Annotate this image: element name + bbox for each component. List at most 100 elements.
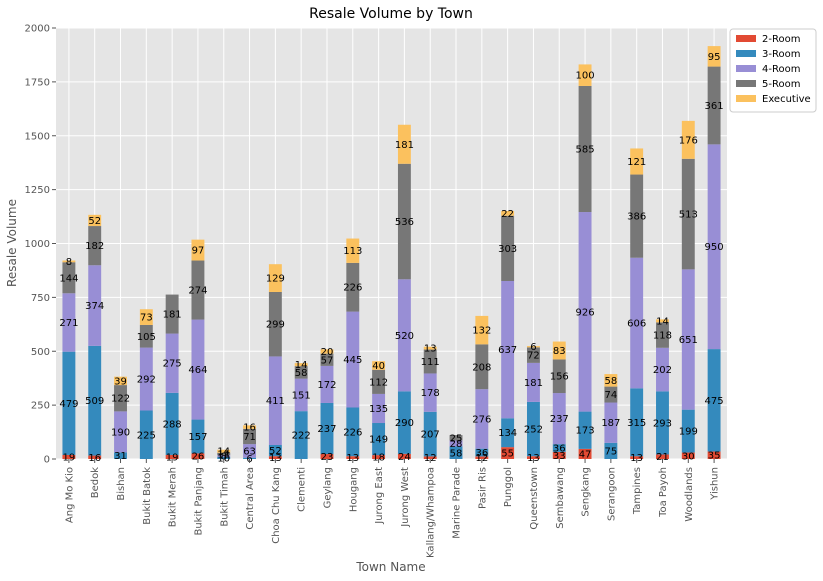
bar-segment (320, 349, 334, 354)
bar-segment (372, 455, 386, 459)
data-label: 585 (576, 145, 595, 156)
bar-segment (165, 333, 179, 393)
bar-segment (526, 346, 540, 348)
data-label: 292 (137, 375, 156, 386)
bar-segment (526, 401, 540, 457)
bar-segment (578, 411, 592, 449)
bar-segment (681, 158, 695, 270)
data-label: 288 (163, 419, 182, 430)
data-label: 16 (88, 453, 101, 464)
y-axis: 0 250 500 750 1000 1250 1500 1750 2000 (25, 24, 56, 466)
data-label: 8 (66, 257, 72, 268)
data-label: 28 (450, 439, 463, 450)
data-label: 36 (475, 448, 488, 459)
bar-segment (604, 374, 618, 387)
data-label: 13 (346, 453, 359, 464)
data-label: 22 (501, 209, 514, 220)
data-label: 513 (679, 210, 698, 221)
bar-segment (372, 393, 386, 424)
data-label: 637 (498, 345, 517, 356)
data-label: 47 (579, 449, 592, 460)
data-label: 13 (527, 453, 540, 464)
data-label: 12 (424, 453, 437, 464)
data-label: 509 (85, 396, 104, 407)
y-tick-label: 250 (31, 401, 50, 412)
bar-segment (501, 280, 515, 419)
data-label: 14 (656, 316, 669, 327)
data-label: 199 (679, 427, 698, 438)
data-label: 58 (604, 376, 617, 387)
data-label: 290 (395, 418, 414, 429)
bar-segment (191, 319, 205, 420)
y-tick-label: 0 (44, 455, 50, 466)
legend-box (729, 28, 817, 113)
data-label: 315 (627, 418, 646, 429)
bar-segment (217, 449, 231, 453)
x-tick-label: Toa Payoh (658, 467, 669, 518)
bar-segment (243, 444, 257, 458)
x-tick-label: Hougang (348, 467, 359, 512)
y-tick-label: 2000 (25, 24, 50, 35)
x-tick-label: Sembawang (555, 467, 566, 529)
x-tick-label: Jurong West (400, 467, 411, 528)
bar-segment (294, 363, 308, 367)
bar-segment (681, 269, 695, 410)
data-label: 157 (188, 432, 207, 443)
data-label: 374 (85, 301, 104, 312)
bar-segment (707, 349, 721, 452)
x-tick-label: Bukit Batok (142, 467, 153, 525)
bar-segment (320, 353, 334, 366)
data-label: 14 (217, 447, 230, 458)
bar-segment (243, 428, 257, 445)
x-tick-label: Bukit Merah (168, 467, 179, 527)
bar-segment (656, 391, 669, 455)
data-label: 178 (421, 388, 440, 399)
bar-segment (630, 148, 644, 175)
data-label: 926 (576, 307, 595, 318)
x-tick-label: Queenstown (529, 467, 540, 530)
bar-segment (707, 66, 721, 145)
bar-segment (88, 226, 102, 266)
data-label: 16 (243, 423, 256, 434)
data-label: 33 (553, 451, 566, 462)
bar-segment (268, 444, 282, 457)
bar-segment (552, 359, 566, 394)
y-tick-label: 1750 (25, 77, 50, 88)
bar-segment (114, 452, 127, 459)
data-label: 71 (243, 432, 256, 443)
data-label: 30 (682, 451, 695, 462)
bar-segment (423, 411, 437, 457)
legend-label: 4-Room (762, 64, 800, 75)
data-label: 14 (295, 360, 308, 371)
data-label: 182 (85, 241, 104, 252)
bar-segment (191, 419, 205, 454)
bar-segment (217, 456, 231, 459)
bar-segment (449, 440, 463, 447)
bar-segment (475, 389, 489, 449)
x-tick-label: Marine Parade (452, 467, 463, 539)
data-label: 181 (524, 378, 543, 389)
data-label: 12 (475, 453, 488, 464)
data-label: 271 (59, 318, 78, 329)
y-tick-label: 750 (31, 293, 50, 304)
data-label: 10 (217, 453, 230, 464)
bar-segment (578, 448, 592, 459)
x-tick-label: Bukit Timah (219, 467, 230, 527)
data-label: 181 (163, 310, 182, 321)
legend-swatch (736, 50, 756, 57)
bar-segment (372, 361, 386, 370)
bar-segment (604, 442, 618, 459)
x-tick-label: Pasir Ris (477, 467, 488, 509)
bar-segment (656, 319, 669, 323)
bar-segment (268, 456, 282, 459)
bar-segment (604, 402, 618, 443)
data-label: 181 (395, 140, 414, 151)
bar-segment (501, 418, 515, 448)
bar-segment (707, 46, 721, 67)
bar-segment (449, 446, 463, 459)
data-label: 202 (653, 365, 672, 376)
bar-segment (397, 279, 411, 392)
data-label: 132 (472, 326, 491, 337)
bar-segment (294, 411, 308, 459)
bar-segment (681, 409, 695, 453)
